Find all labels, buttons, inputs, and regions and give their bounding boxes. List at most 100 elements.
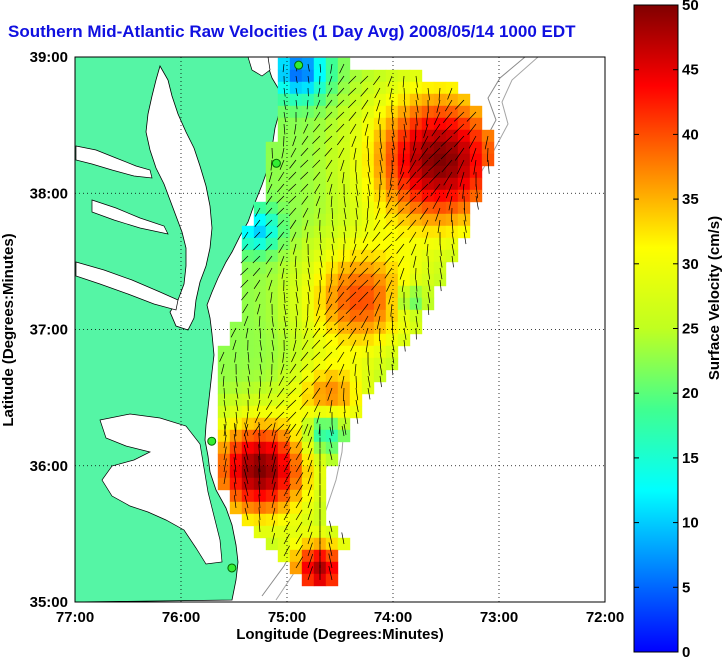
velocity-vector — [383, 255, 393, 266]
velocity-vector — [280, 363, 285, 375]
velocity-vector — [258, 387, 261, 399]
velocity-vector — [463, 207, 467, 222]
velocity-vector — [247, 387, 250, 399]
velocity-vector — [307, 279, 311, 292]
velocity-vector — [418, 147, 429, 161]
velocity-vector — [271, 422, 276, 437]
velocity-vector — [295, 472, 304, 485]
velocity-vector — [283, 87, 286, 97]
velocity-vector — [303, 123, 309, 134]
velocity-vector — [403, 327, 407, 340]
velocity-vector — [271, 507, 276, 521]
velocity-vector — [276, 207, 285, 216]
velocity-vector — [415, 303, 419, 315]
velocity-vector — [241, 291, 249, 301]
velocity-vector — [451, 255, 454, 268]
velocity-vector — [339, 63, 345, 74]
velocity-vector — [283, 303, 287, 315]
velocity-vector — [253, 279, 261, 289]
velocity-vector — [331, 231, 335, 244]
velocity-vector — [416, 159, 429, 172]
velocity-vector — [341, 425, 345, 437]
velocity-vector — [222, 375, 225, 387]
velocity-vector — [333, 315, 345, 326]
velocity-vector — [420, 135, 429, 150]
velocity-vector — [270, 159, 273, 171]
velocity-vector — [415, 87, 419, 101]
velocity-vector — [337, 351, 345, 363]
velocity-vector — [291, 231, 297, 242]
velocity-vector — [271, 339, 275, 351]
velocity-vector — [313, 399, 321, 412]
velocity-vector — [306, 231, 309, 243]
velocity-vector — [370, 255, 381, 265]
velocity-vector — [354, 363, 357, 376]
velocity-vector — [288, 183, 297, 192]
velocity-vector — [431, 123, 441, 137]
velocity-vector — [275, 399, 285, 409]
velocity-vector — [421, 219, 429, 232]
velocity-vector — [403, 123, 407, 138]
velocity-vector — [235, 387, 239, 399]
velocity-vector — [235, 375, 238, 387]
velocity-vector — [412, 135, 417, 151]
velocity-vector — [295, 497, 303, 509]
velocity-vector — [271, 532, 275, 545]
velocity-vector — [259, 375, 262, 387]
velocity-vector — [253, 243, 261, 251]
velocity-vector — [243, 456, 249, 473]
velocity-vector — [301, 195, 309, 205]
velocity-vector — [427, 303, 430, 315]
velocity-vector — [338, 147, 345, 159]
velocity-vector — [415, 75, 418, 88]
velocity-vector — [327, 171, 333, 183]
velocity-vector — [304, 111, 309, 122]
velocity-vector — [276, 195, 285, 204]
velocity-vector — [335, 111, 345, 120]
plot-frame — [74, 56, 606, 603]
velocity-vector — [352, 243, 357, 256]
velocity-vector — [244, 422, 249, 437]
velocity-vector — [307, 496, 313, 509]
velocity-vector — [439, 255, 443, 268]
velocity-vector — [487, 147, 489, 162]
velocity-vector — [386, 279, 393, 292]
velocity-vector — [355, 195, 359, 208]
velocity-vector — [340, 159, 345, 171]
velocity-vector — [295, 99, 298, 110]
velocity-vector — [475, 195, 479, 210]
velocity-vector — [301, 411, 309, 423]
velocity-vector — [331, 219, 335, 231]
james-river — [75, 261, 179, 311]
velocity-vector — [400, 159, 405, 175]
velocity-vector — [292, 339, 297, 351]
velocity-vector — [335, 99, 345, 108]
velocity-vector — [278, 243, 285, 253]
velocity-vector — [435, 207, 441, 222]
velocity-vector — [371, 243, 381, 253]
velocity-vector — [307, 472, 313, 485]
velocity-vector — [307, 425, 312, 437]
velocity-vector — [283, 111, 287, 123]
colorbar-tick-label: 20 — [682, 385, 699, 402]
velocity-vector — [331, 207, 334, 219]
velocity-vector — [312, 327, 321, 338]
velocity-vector — [451, 207, 453, 222]
velocity-vector — [283, 471, 292, 485]
velocity-vector — [389, 87, 393, 100]
velocity-vector — [384, 207, 393, 219]
velocity-vector — [300, 159, 309, 168]
velocity-vector — [370, 267, 381, 278]
velocity-vector — [328, 279, 333, 293]
velocity-vector — [314, 111, 321, 122]
velocity-vector — [353, 147, 357, 160]
velocity-vector — [463, 195, 466, 211]
velocity-vector — [406, 207, 417, 218]
velocity-vector — [307, 459, 313, 473]
velocity-vector — [355, 399, 359, 413]
velocity-vector — [307, 553, 314, 569]
velocity-vector — [290, 147, 297, 158]
velocity-vector — [427, 267, 431, 280]
velocity-vector — [367, 375, 371, 388]
